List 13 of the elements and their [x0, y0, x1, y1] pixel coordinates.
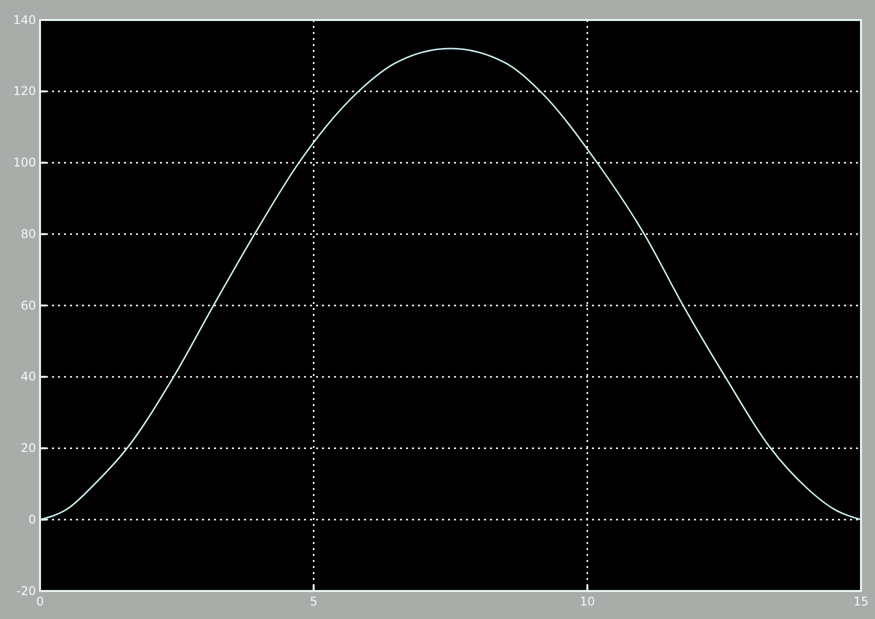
y-tick-label: 0 [28, 512, 36, 526]
x-tick-label: 15 [853, 594, 869, 609]
y-tick-label: 20 [20, 441, 36, 456]
x-tick-label: 10 [580, 594, 595, 609]
y-tick-label: 80 [20, 226, 36, 241]
y-tick-label: 60 [20, 298, 36, 312]
y-tick-label: 140 [13, 12, 36, 27]
y-tick-label: 120 [13, 84, 36, 98]
y-tick-label: -20 [16, 584, 36, 598]
y-tick-label: 100 [13, 156, 36, 170]
line-series [39, 48, 862, 520]
x-tick-label: 5 [310, 594, 318, 609]
y-tick-label: 40 [20, 370, 36, 384]
